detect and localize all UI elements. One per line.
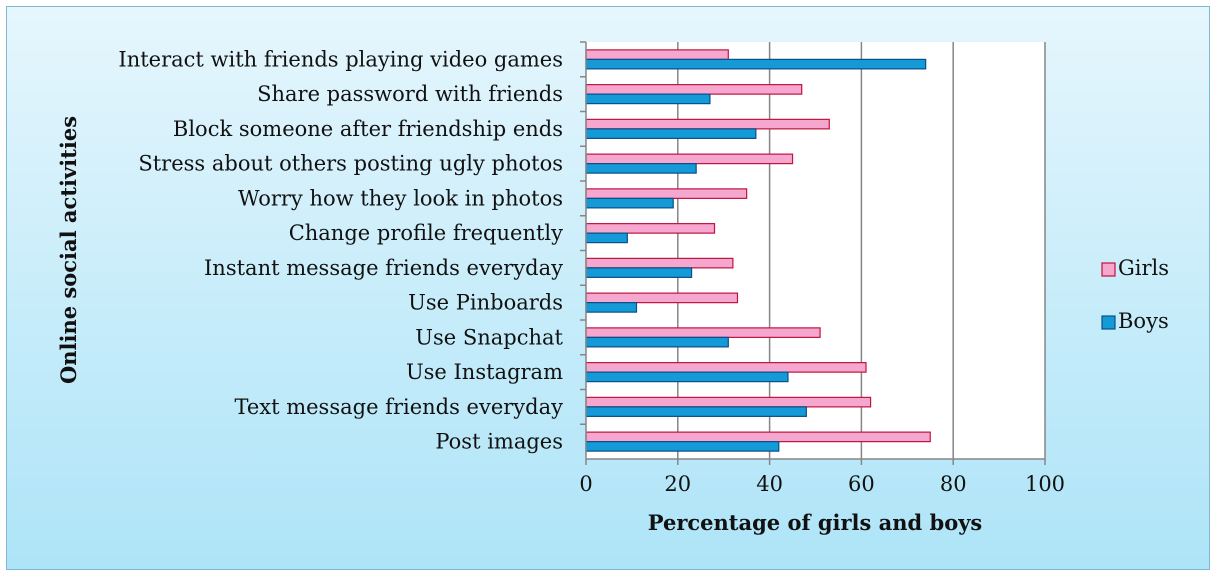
bar-girls [585, 49, 729, 60]
legend-swatch-boys [1101, 315, 1116, 330]
bar-boys [585, 267, 693, 278]
category-label: Worry how they look in photos [238, 186, 563, 210]
bar-boys [585, 371, 789, 383]
bar-boys [585, 163, 697, 174]
category-label: Use Snapchat [415, 325, 563, 349]
category-labels: Post images Text message friends everyday… [118, 47, 563, 453]
bar-girls [585, 292, 739, 304]
x-tick-label: 20 [664, 472, 691, 496]
bar-girls [585, 188, 748, 199]
legend-label-boys: Boys [1118, 309, 1169, 333]
bar-boys [585, 128, 757, 139]
bars [585, 49, 931, 452]
x-tick-label: 40 [756, 472, 783, 496]
x-tick-labels: 0 20 40 60 80 100 [579, 472, 1065, 496]
bar-boys [585, 441, 780, 452]
category-label: Text message friends everyday [234, 395, 563, 419]
category-label: Share password with friends [257, 82, 563, 106]
y-axis-title: Online social activities [56, 116, 81, 384]
chart-frame: Post images Text message friends everyday… [6, 6, 1210, 570]
bar-boys [585, 232, 628, 244]
category-label: Use Pinboards [408, 291, 563, 315]
bar-girls [585, 327, 821, 338]
x-tick-label: 80 [940, 472, 967, 496]
bar-chart: Post images Text message friends everyday… [56, 41, 1169, 535]
bar-girls [585, 257, 734, 269]
bar-girls [585, 118, 830, 130]
bar-girls [585, 223, 716, 234]
x-tick-label: 60 [848, 472, 875, 496]
plot-area [586, 42, 1045, 459]
x-axis-title: Percentage of girls and boys [648, 510, 983, 535]
bar-girls [585, 153, 794, 165]
category-label: Change profile frequently [289, 221, 563, 245]
bar-girls [585, 396, 872, 408]
x-tick-label: 0 [579, 472, 592, 496]
legend: Girls Boys [1101, 256, 1169, 333]
bar-girls [585, 84, 803, 95]
legend-swatch-girls [1101, 262, 1116, 277]
category-label: Use Instagram [406, 360, 563, 384]
category-label: Interact with friends playing video game… [118, 47, 563, 71]
legend-label-girls: Girls [1118, 256, 1169, 280]
bar-boys [585, 406, 807, 417]
axes [580, 41, 1046, 465]
category-label: Post images [435, 430, 563, 454]
bar-girls [585, 362, 867, 373]
bar-boys [585, 93, 711, 105]
bar-boys [585, 302, 638, 313]
grid-lines [677, 42, 1046, 459]
bar-girls [585, 431, 931, 443]
x-tick-label: 100 [1025, 472, 1065, 496]
bar-boys [585, 197, 674, 209]
category-label: Block someone after friendship ends [173, 117, 563, 141]
bar-boys [585, 58, 927, 70]
category-label: Instant message friends everyday [204, 256, 563, 280]
category-label: Stress about others posting ugly photos [138, 152, 563, 176]
bar-boys [585, 336, 729, 348]
